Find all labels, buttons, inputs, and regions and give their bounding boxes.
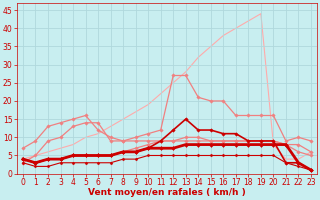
X-axis label: Vent moyen/en rafales ( km/h ): Vent moyen/en rafales ( km/h ): [88, 188, 246, 197]
